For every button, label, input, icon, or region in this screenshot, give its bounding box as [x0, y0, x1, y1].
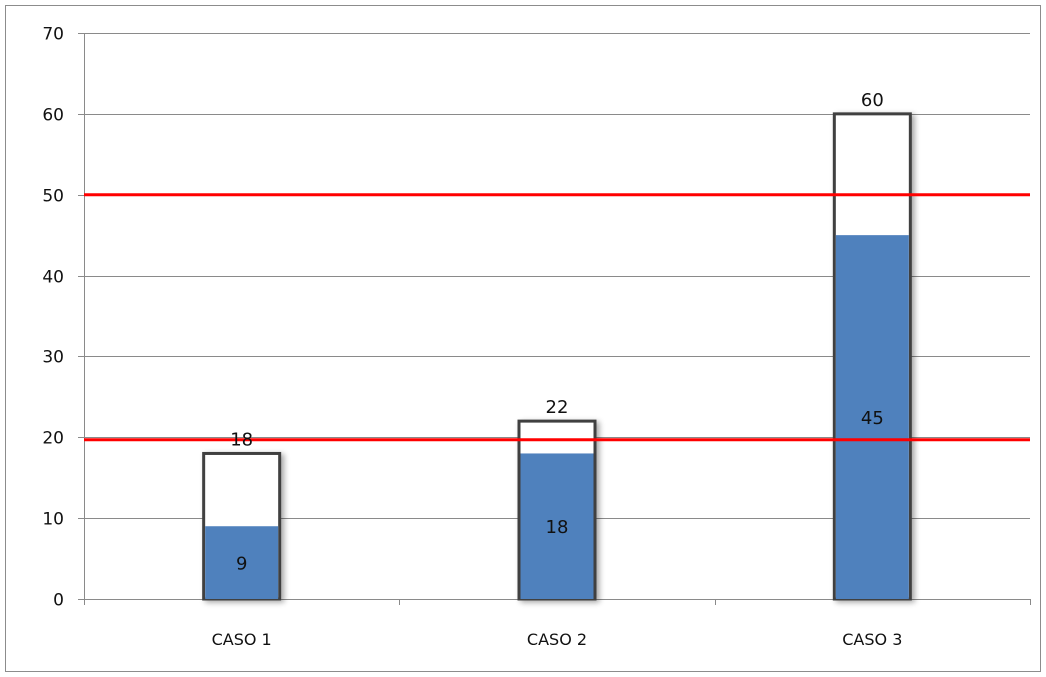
- total-value-label: 22: [546, 397, 569, 418]
- bar-part: [835, 235, 909, 599]
- y-tick-label: 20: [42, 429, 64, 449]
- total-value-label: 18: [230, 429, 253, 450]
- y-tick-label: 60: [42, 106, 64, 126]
- x-category-label: CASO 1: [212, 630, 272, 649]
- y-tick-label: 0: [53, 591, 64, 611]
- bar-part: [205, 526, 279, 599]
- bar-part: [520, 453, 594, 599]
- y-tick-label: 40: [42, 268, 64, 288]
- y-tick-label: 10: [42, 510, 64, 530]
- y-tick-label: 70: [42, 25, 64, 45]
- y-tick-label: 50: [42, 187, 64, 207]
- part-value-label: 45: [861, 408, 884, 429]
- part-value-label: 18: [546, 517, 569, 538]
- y-tick-label: 30: [42, 348, 64, 368]
- x-category-label: CASO 2: [527, 630, 587, 649]
- reference-lines: [84, 193, 1030, 442]
- x-category-label: CASO 3: [842, 630, 902, 649]
- part-value-label: 9: [236, 554, 247, 575]
- labels: 0 10 20 30 40 50 60 70 CASO 1 18 9 CASO 2 22 18 CASO 3…: [42, 25, 902, 650]
- total-value-label: 60: [861, 90, 884, 111]
